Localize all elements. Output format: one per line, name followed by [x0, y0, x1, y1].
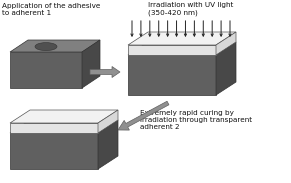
Polygon shape: [10, 133, 98, 169]
Ellipse shape: [35, 43, 57, 51]
Polygon shape: [98, 120, 118, 169]
Polygon shape: [128, 55, 216, 95]
Polygon shape: [128, 45, 216, 55]
Polygon shape: [128, 42, 236, 55]
Polygon shape: [98, 110, 118, 133]
Text: Extremely rapid curing by
irradiation through transparent
adherent 2: Extremely rapid curing by irradiation th…: [140, 110, 252, 130]
Polygon shape: [10, 120, 118, 133]
Polygon shape: [10, 52, 82, 88]
Polygon shape: [118, 101, 169, 130]
Polygon shape: [216, 42, 236, 95]
Polygon shape: [128, 32, 236, 45]
Polygon shape: [82, 40, 100, 88]
Text: Irradiation with UV light
(350-420 nm): Irradiation with UV light (350-420 nm): [148, 2, 233, 16]
Polygon shape: [10, 123, 98, 133]
Polygon shape: [90, 66, 120, 77]
Text: Application of the adhesive
to adherent 1: Application of the adhesive to adherent …: [2, 3, 100, 16]
Polygon shape: [10, 40, 100, 52]
Polygon shape: [216, 32, 236, 55]
Polygon shape: [10, 110, 118, 123]
